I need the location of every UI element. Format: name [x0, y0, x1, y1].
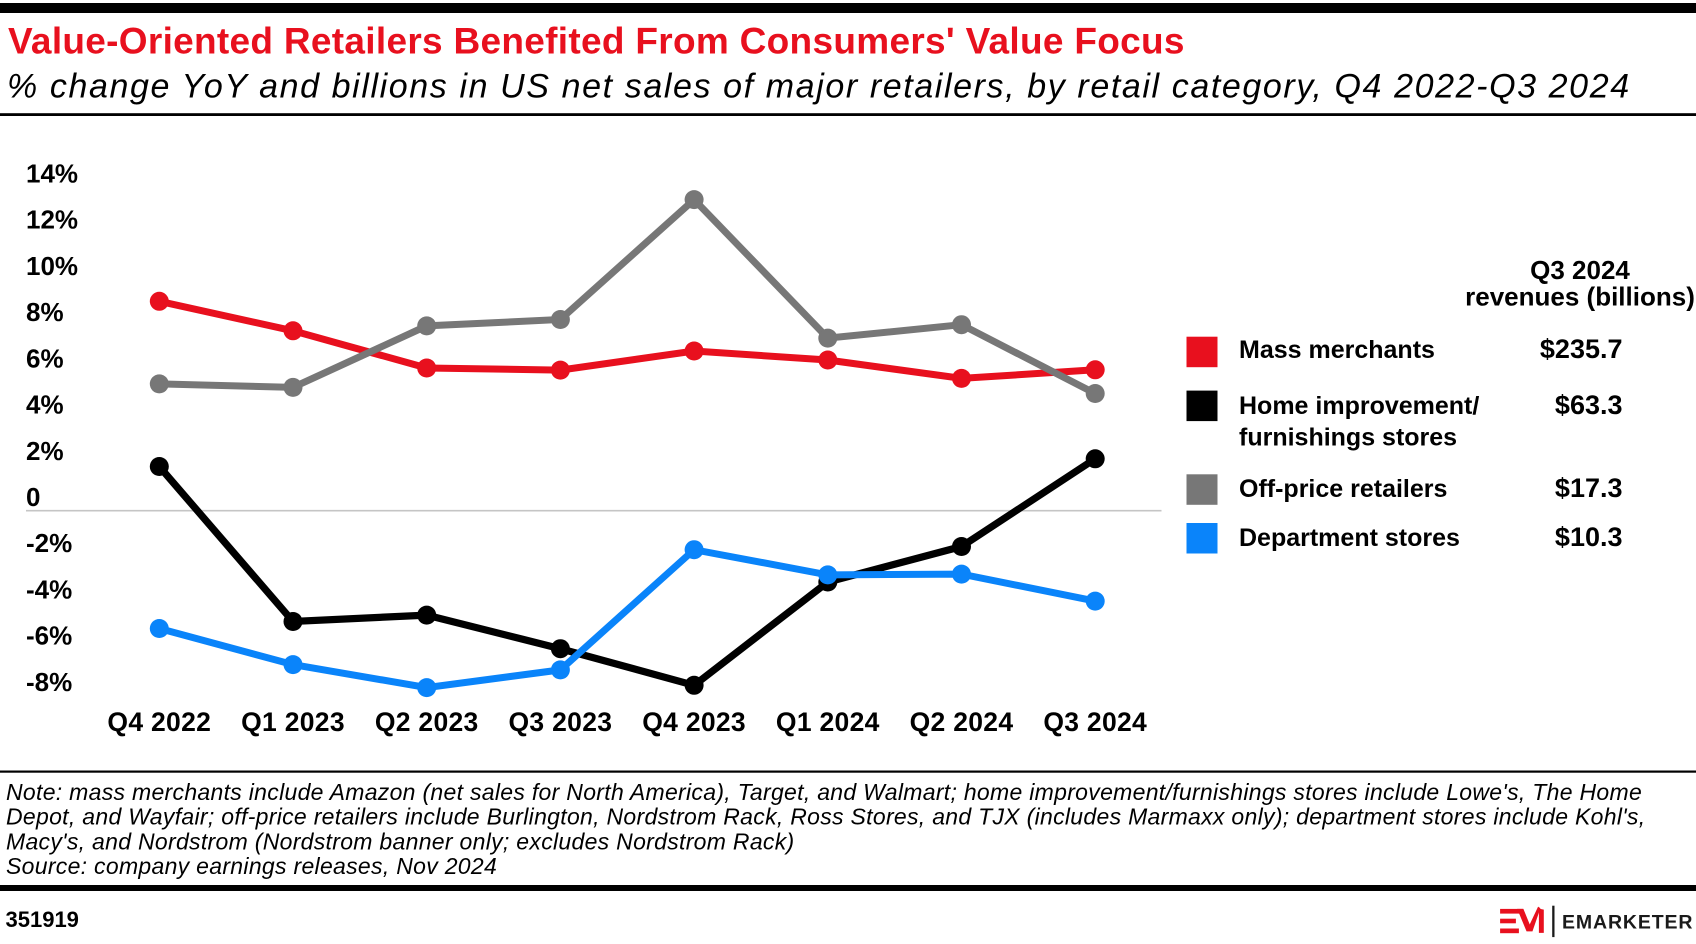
svg-text:furnishings stores: furnishings stores [1239, 423, 1457, 451]
svg-text:revenues (billions): revenues (billions) [1465, 282, 1695, 312]
svg-text:0: 0 [26, 482, 40, 512]
svg-text:-4%: -4% [26, 574, 72, 604]
svg-text:Source: company earnings relea: Source: company earnings releases, Nov 2… [6, 853, 497, 879]
svg-text:EMARKETER: EMARKETER [1562, 911, 1693, 933]
svg-text:Mass merchants: Mass merchants [1239, 336, 1435, 364]
svg-text:Value-Oriented Retailers Benef: Value-Oriented Retailers Benefited From … [8, 21, 1185, 62]
svg-text:Q2 2023: Q2 2023 [375, 707, 479, 737]
svg-text:8%: 8% [26, 297, 64, 327]
svg-text:$235.7: $235.7 [1540, 334, 1623, 364]
svg-text:-2%: -2% [26, 528, 72, 558]
svg-text:$17.3: $17.3 [1555, 473, 1623, 503]
svg-text:6%: 6% [26, 343, 64, 373]
svg-text:Q4 2022: Q4 2022 [107, 707, 211, 737]
svg-text:Q3 2024: Q3 2024 [1043, 707, 1147, 737]
svg-text:351919: 351919 [6, 907, 79, 932]
svg-text:% change YoY and billions in U: % change YoY and billions in US net sale… [7, 67, 1631, 105]
svg-text:2%: 2% [26, 436, 64, 466]
svg-text:Depot, and Wayfair; off-price: Depot, and Wayfair; off-price retailers … [6, 804, 1645, 830]
svg-text:Macy's, and Nordstrom (Nordstr: Macy's, and Nordstrom (Nordstrom banner … [6, 828, 794, 854]
svg-text:$10.3: $10.3 [1555, 522, 1623, 552]
svg-text:Q3 2023: Q3 2023 [509, 707, 613, 737]
svg-text:Department stores: Department stores [1239, 524, 1460, 552]
svg-text:Q4 2023: Q4 2023 [642, 707, 746, 737]
svg-text:Q2 2024: Q2 2024 [910, 707, 1014, 737]
svg-text:Q1 2024: Q1 2024 [776, 707, 880, 737]
svg-text:4%: 4% [26, 390, 64, 420]
svg-text:Home improvement/: Home improvement/ [1239, 392, 1479, 420]
svg-text:Off-price retailers: Off-price retailers [1239, 475, 1447, 503]
svg-text:Q3 2024: Q3 2024 [1530, 255, 1630, 285]
svg-text:Q1 2023: Q1 2023 [241, 707, 345, 737]
svg-text:-6%: -6% [26, 621, 72, 651]
svg-text:10%: 10% [26, 251, 78, 281]
svg-text:$63.3: $63.3 [1555, 390, 1623, 420]
svg-text:Note: mass merchants include A: Note: mass merchants include Amazon (net… [6, 779, 1642, 805]
svg-text:-8%: -8% [26, 667, 72, 697]
svg-text:14%: 14% [26, 159, 78, 189]
svg-text:12%: 12% [26, 205, 78, 235]
